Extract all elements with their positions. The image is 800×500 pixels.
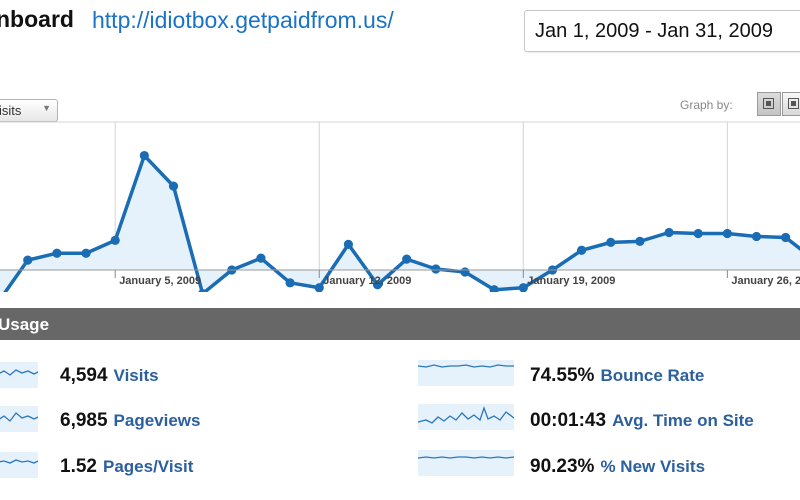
data-point bbox=[110, 235, 120, 245]
metric-selector[interactable]: isits ▼ bbox=[0, 99, 58, 122]
pageviews-link[interactable]: Pageviews bbox=[113, 411, 201, 430]
graph-by-label: Graph by: bbox=[680, 98, 733, 112]
data-point bbox=[372, 280, 383, 290]
date-range-picker[interactable]: Jan 1, 2009 - Jan 31, 2009 bbox=[524, 10, 800, 52]
section-title: Usage bbox=[0, 315, 50, 334]
data-point bbox=[139, 150, 149, 161]
data-point bbox=[198, 289, 207, 292]
pageviews-stat: 6,985 Pageviews bbox=[60, 410, 201, 432]
new-visits-stat: 90.23% % New Visits bbox=[530, 456, 705, 478]
data-point bbox=[518, 283, 528, 292]
visits-chart: January 5, 2009 January 12, 2009 January 1… bbox=[0, 121, 800, 292]
graph-by-week-button[interactable] bbox=[782, 92, 800, 116]
data-point bbox=[256, 253, 266, 263]
stat-value: 90.23% bbox=[530, 456, 595, 477]
bounce-rate-sparkline-icon bbox=[418, 360, 514, 386]
page-title: nboard bbox=[0, 6, 74, 32]
data-point bbox=[314, 283, 324, 292]
pageviews-sparkline-icon bbox=[0, 406, 38, 432]
data-point bbox=[23, 255, 33, 265]
new-visits-link[interactable]: % New Visits bbox=[600, 457, 706, 476]
avg-time-sparkline-icon bbox=[418, 404, 514, 430]
data-point bbox=[285, 278, 295, 288]
visits-stat: 4,594 Visits bbox=[60, 365, 159, 387]
data-point bbox=[489, 285, 499, 292]
series-line bbox=[3, 153, 800, 292]
stat-value: 00:01:43 bbox=[530, 410, 607, 431]
data-point bbox=[635, 236, 645, 246]
usage-section-header: Usage bbox=[0, 308, 800, 340]
pages-per-visit-sparkline-icon bbox=[0, 452, 38, 478]
x-tick-label: January 5, 2009 bbox=[119, 275, 201, 287]
data-point bbox=[664, 227, 674, 238]
x-tick-label: January 12, 2009 bbox=[323, 275, 411, 287]
avg-time-link[interactable]: Avg. Time on Site bbox=[612, 411, 754, 430]
data-point bbox=[168, 181, 179, 191]
data-point bbox=[81, 248, 91, 258]
bounce-rate-stat: 74.55% Bounce Rate bbox=[530, 365, 704, 387]
x-tick-label: January 19, 2009 bbox=[527, 275, 615, 287]
visits-sparkline-icon bbox=[0, 362, 38, 388]
dropdown-caret-icon: ▼ bbox=[42, 103, 51, 113]
data-point bbox=[577, 245, 587, 255]
data-point bbox=[722, 228, 732, 239]
data-point bbox=[52, 248, 62, 258]
data-point bbox=[402, 254, 412, 264]
stat-value: 74.55% bbox=[530, 365, 595, 386]
site-url-link[interactable]: http://idiotbox.getpaidfrom.us/ bbox=[92, 7, 394, 33]
x-tick-label: January 26, 2009 bbox=[731, 275, 800, 287]
area-fill bbox=[0, 155, 800, 292]
day-view-icon bbox=[763, 98, 774, 109]
week-view-icon bbox=[788, 98, 799, 109]
graph-by-day-button[interactable] bbox=[757, 92, 781, 116]
bounce-rate-link[interactable]: Bounce Rate bbox=[600, 366, 705, 385]
avg-time-stat: 00:01:43 Avg. Time on Site bbox=[530, 410, 754, 432]
data-point bbox=[606, 237, 616, 247]
stat-value: 6,985 bbox=[60, 410, 108, 431]
data-point bbox=[781, 232, 791, 243]
metric-selector-label: isits bbox=[0, 103, 22, 118]
stat-value: 4,594 bbox=[60, 365, 108, 386]
date-range-text: Jan 1, 2009 - Jan 31, 2009 bbox=[535, 20, 773, 42]
pages-per-visit-stat: 1.52 Pages/Visit bbox=[60, 456, 193, 478]
data-point bbox=[693, 228, 703, 239]
stat-value: 1.52 bbox=[60, 456, 97, 477]
pages-per-visit-link[interactable]: Pages/Visit bbox=[102, 457, 194, 476]
visits-link[interactable]: Visits bbox=[113, 366, 159, 385]
data-point bbox=[751, 231, 762, 242]
new-visits-sparkline-icon bbox=[418, 450, 514, 476]
data-point bbox=[460, 267, 470, 277]
data-point bbox=[343, 239, 353, 249]
data-point bbox=[431, 264, 441, 274]
